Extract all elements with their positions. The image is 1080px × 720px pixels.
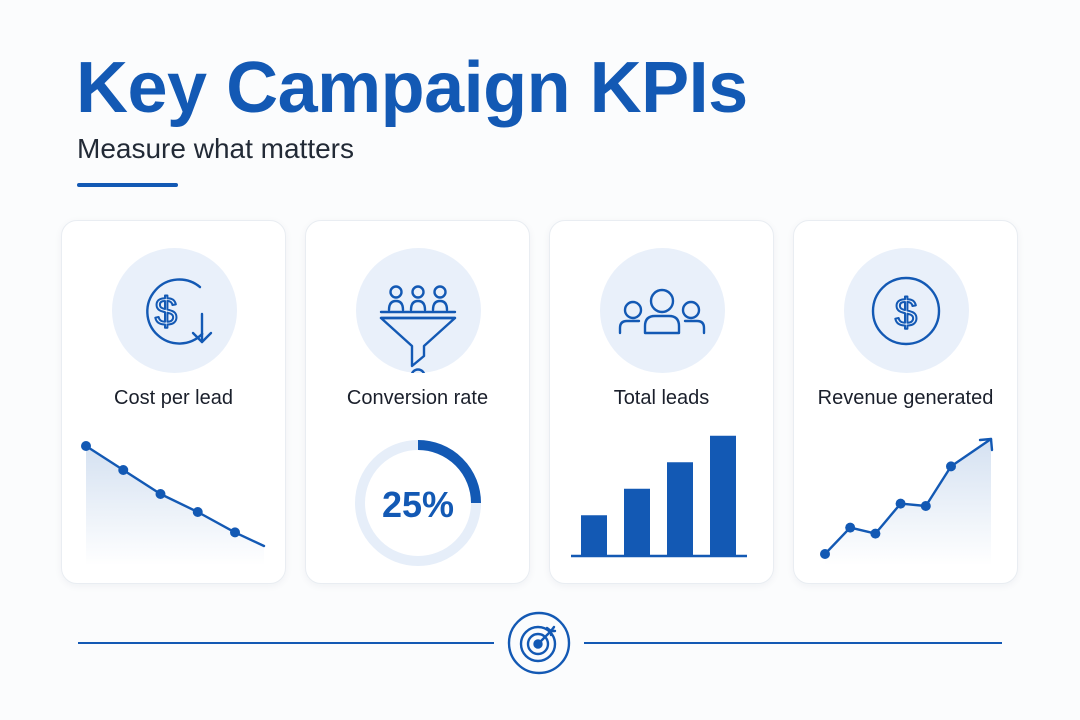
gauge-progress-arc (417, 440, 481, 504)
bar (624, 488, 650, 555)
trend-arrowhead (978, 437, 994, 452)
data-point (870, 528, 881, 539)
data-point (118, 465, 129, 475)
kpi-label-revenue-generated: Revenue generated (817, 387, 994, 409)
conversion-rate-gauge: 25% (355, 440, 481, 566)
footer-divider-right (584, 642, 1002, 644)
dollar-down-icon: $ (112, 248, 237, 373)
data-point (920, 501, 931, 511)
data-point (230, 527, 240, 538)
people-icon (600, 248, 725, 373)
cost-per-lead-trend-chart (81, 441, 266, 566)
conversion-rate-value: 25% (382, 484, 454, 525)
total-leads-bar-chart (571, 435, 747, 558)
footer-divider-left (78, 642, 494, 644)
trend-line (84, 444, 266, 548)
data-point (192, 507, 203, 517)
data-point (820, 549, 830, 559)
target-icon (507, 611, 571, 675)
svg-text:$: $ (895, 291, 917, 335)
revenue-trend-chart (820, 437, 994, 566)
svg-text:$: $ (155, 290, 177, 334)
data-point (895, 498, 906, 509)
data-point (81, 441, 91, 451)
dollar-icon: $ (844, 248, 969, 373)
trend-area (825, 439, 991, 566)
kpi-card-cost-per-lead: $ Cost per lead (61, 220, 286, 584)
page-subtitle: Measure what matters (77, 133, 354, 164)
data-point (155, 489, 166, 499)
kpi-card-conversion-rate: Conversion rate 25% (305, 220, 530, 584)
kpi-card-revenue-generated: $ Revenue generated (793, 220, 1018, 584)
page-title: Key Campaign KPIs (76, 48, 748, 128)
bar (710, 435, 736, 555)
bar (667, 462, 693, 555)
kpi-label-conversion-rate: Conversion rate (346, 387, 489, 409)
kpi-label-total-leads: Total leads (613, 387, 710, 409)
kpi-card-total-leads: Total leads (549, 220, 774, 584)
title-underline (77, 183, 178, 187)
bar (581, 515, 607, 555)
data-point (845, 522, 856, 533)
kpi-label-cost-per-lead: Cost per lead (114, 387, 233, 409)
funnel-icon (356, 248, 481, 373)
data-point (946, 461, 956, 472)
